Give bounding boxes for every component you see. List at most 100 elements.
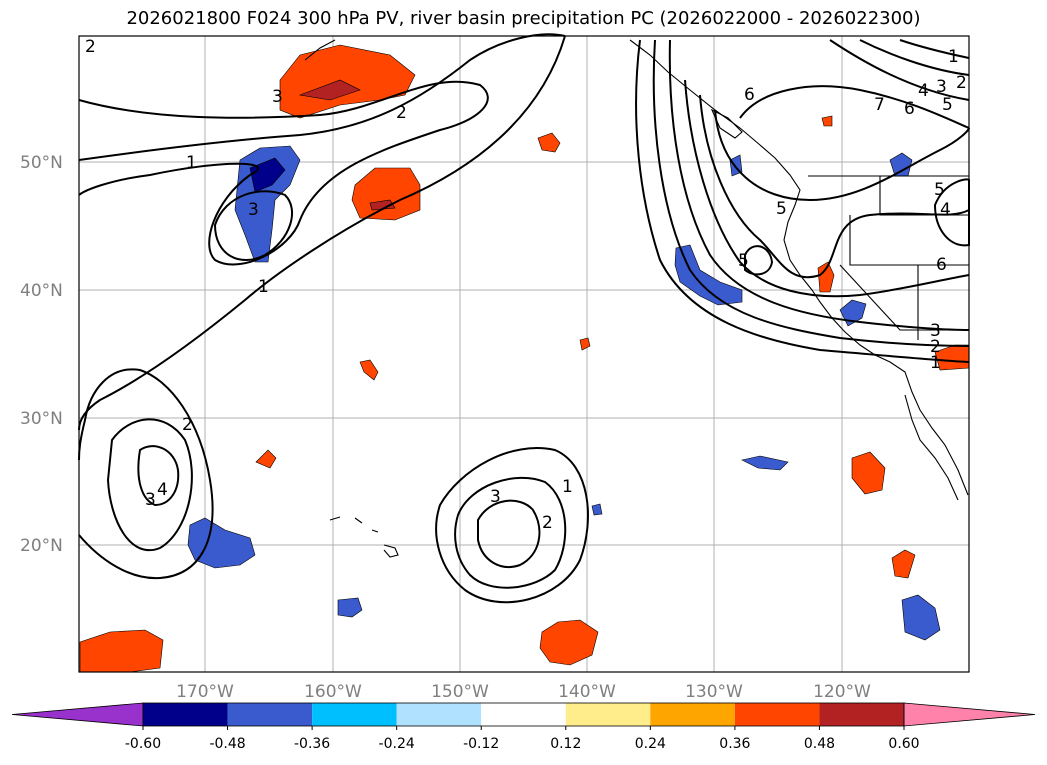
colorbar-segment [227, 703, 313, 726]
lat-label-50n: 50°N [20, 153, 63, 173]
contour-label: 4 [940, 200, 951, 220]
lon-label-130w: 130°W [685, 682, 743, 702]
positive-anomaly-region [351, 167, 421, 221]
lon-label-140w: 140°W [558, 682, 616, 702]
negative-anomaly-region [187, 517, 256, 569]
pv-contour-east-7 [739, 85, 970, 129]
contour-label: 4 [918, 81, 929, 101]
baja-california [904, 394, 959, 501]
pv-contours [78, 33, 970, 604]
colorbar-tick-label: -0.36 [294, 736, 330, 752]
lat-label-20n: 20°N [20, 536, 63, 556]
pv-contour-4-south [137, 445, 180, 507]
negative-anomaly-region [591, 503, 603, 516]
positive-anomaly-region [539, 619, 599, 666]
contour-label: 6 [744, 85, 755, 105]
pv-contour-1 [78, 33, 566, 161]
colorbar-tick-label: 0.60 [888, 736, 919, 752]
contour-label: 2 [396, 103, 407, 123]
strong-positive-region [369, 199, 396, 211]
state-border [849, 215, 969, 266]
pv-contour-ne-2 [859, 39, 970, 76]
contour-label: 5 [776, 199, 787, 219]
lon-label-150w: 150°W [431, 682, 489, 702]
negative-anomaly-region [741, 455, 789, 471]
colorbar-segment [481, 703, 566, 726]
pv-contour-2-south [78, 368, 214, 580]
colorbar-segment [565, 703, 651, 726]
contour-label: 3 [936, 77, 947, 97]
positive-anomaly-region [891, 549, 916, 579]
positive-anomaly-region [821, 115, 833, 127]
vancouver-island [710, 108, 743, 139]
colorbar-segment [143, 703, 228, 726]
lon-label-160w: 160°W [304, 682, 362, 702]
contour-label: 5 [738, 251, 749, 271]
pv-contour-north-3 [213, 190, 294, 261]
colorbar-border [142, 702, 905, 727]
pv-contour-center-1 [435, 447, 589, 604]
colorbar-tick-label: 0.48 [804, 736, 835, 752]
positive-anomaly-region [359, 359, 379, 381]
contour-label: 5 [934, 180, 945, 200]
colorbar-extend-min [11, 702, 144, 727]
colorbar-tick-label: 0.24 [635, 736, 666, 752]
contour-label: 5 [942, 95, 953, 115]
map-title: 2026021800 F024 300 hPa PV, river basin … [126, 8, 921, 29]
positive-anomaly-region [851, 451, 886, 495]
contour-label: 1 [930, 353, 941, 373]
pv-contour-ne-1 [829, 39, 970, 101]
contour-label: 1 [258, 277, 269, 297]
gridlines [79, 36, 969, 672]
colorbar-tick-label: 0.36 [719, 736, 750, 752]
contour-label: 7 [874, 95, 885, 115]
contour-label: 6 [904, 99, 915, 119]
contour-label: 3 [248, 200, 259, 220]
colorbar-extend-max [903, 702, 1036, 727]
negative-anomaly-region [337, 597, 363, 618]
pv-contour-east-4 [684, 79, 970, 298]
lat-label-40n: 40°N [20, 281, 63, 301]
positive-anomaly-region [537, 132, 561, 153]
pv-contour-east-1 [635, 39, 970, 363]
colorbar-segment [819, 703, 904, 726]
pv-contour-east-5b [744, 245, 774, 276]
colorbar-tick-label: 0.12 [550, 736, 581, 752]
negative-anomaly-region [674, 244, 743, 306]
contour-label: 1 [186, 153, 197, 173]
contour-label: 2 [956, 73, 967, 93]
pv-contour-2 [78, 80, 489, 266]
colorbar: -0.60 -0.48 -0.36 -0.24 -0.12 0.12 0.24 0.36 0.4… [11, 702, 1036, 752]
colorbar-tick-label: -0.12 [463, 736, 499, 752]
colorbar-tick-label: -0.24 [379, 736, 415, 752]
pv-contour-east-6 [714, 109, 970, 202]
alaska-coast [304, 39, 336, 61]
lon-label-170w: 170°W [176, 682, 234, 702]
map-background [79, 36, 969, 672]
lat-label-30n: 30°N [20, 409, 63, 429]
contour-labels: 2 1 3 2 1 2 3 3 4 3 2 1 6 7 6 4 5 5 3 2 … [85, 37, 967, 533]
contour-label: 1 [562, 477, 573, 497]
pv-contour-east-3 [668, 39, 970, 331]
strong-negative-region [249, 157, 286, 193]
hawaii-islands [329, 516, 399, 558]
longitude-labels: 170°W 160°W 150°W 140°W 130°W 120°W [176, 682, 871, 702]
positive-anomaly-region [817, 261, 835, 293]
contour-label: 2 [930, 337, 941, 357]
pv-contour-east-2 [652, 39, 970, 347]
latitude-labels: 50°N 40°N 30°N 20°N [20, 153, 63, 556]
contour-label: 3 [272, 87, 283, 107]
positive-anomaly-region [255, 449, 277, 469]
contour-label: 1 [948, 47, 959, 67]
colorbar-tick-label: -0.60 [125, 736, 161, 752]
pv-contour-center-2 [454, 476, 567, 589]
lon-label-120w: 120°W [813, 682, 871, 702]
colorbar-tick-label: -0.48 [209, 736, 245, 752]
pv-contour-east-5 [699, 94, 970, 279]
map-frame [78, 35, 970, 673]
pv-contour-center-3 [477, 499, 541, 568]
pv-contour-3-south [106, 418, 193, 552]
contour-label: 4 [157, 480, 168, 500]
contour-label: 2 [85, 37, 96, 57]
